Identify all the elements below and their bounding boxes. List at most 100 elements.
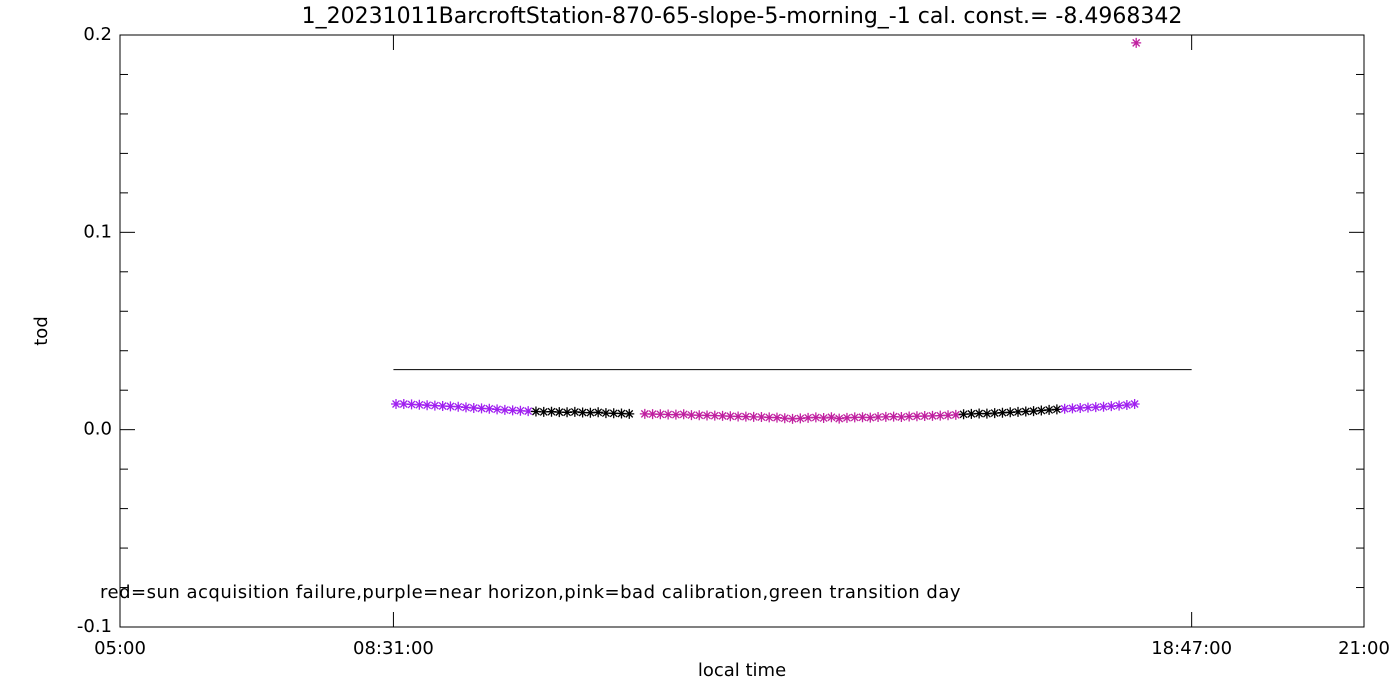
point bbox=[888, 411, 899, 422]
point bbox=[577, 407, 588, 418]
point bbox=[678, 409, 689, 420]
point bbox=[702, 410, 713, 421]
point bbox=[476, 403, 487, 414]
point bbox=[958, 409, 969, 420]
point bbox=[841, 412, 852, 423]
point bbox=[974, 408, 985, 419]
point bbox=[748, 411, 759, 422]
point bbox=[414, 399, 425, 410]
point bbox=[538, 406, 549, 417]
point bbox=[966, 408, 977, 419]
point bbox=[562, 407, 573, 418]
point bbox=[826, 412, 837, 423]
point bbox=[981, 408, 992, 419]
point bbox=[1129, 399, 1140, 410]
point bbox=[779, 413, 790, 424]
point bbox=[492, 404, 503, 415]
point bbox=[818, 413, 829, 424]
y-axis-label: tod bbox=[31, 316, 52, 346]
y-tick-label: 0.0 bbox=[83, 419, 112, 440]
point bbox=[717, 410, 728, 421]
point bbox=[1036, 405, 1047, 416]
point bbox=[787, 413, 798, 424]
point bbox=[810, 412, 821, 423]
point bbox=[725, 411, 736, 422]
point bbox=[795, 413, 806, 424]
point bbox=[554, 407, 565, 418]
point bbox=[608, 408, 619, 419]
point bbox=[1067, 403, 1078, 414]
point bbox=[756, 412, 767, 423]
point bbox=[406, 399, 417, 410]
point bbox=[593, 407, 604, 418]
point bbox=[740, 411, 751, 422]
point bbox=[1044, 404, 1055, 415]
point bbox=[803, 412, 814, 423]
point bbox=[849, 412, 860, 423]
point bbox=[468, 402, 479, 413]
point bbox=[1075, 402, 1086, 413]
point bbox=[437, 400, 448, 411]
point bbox=[1090, 402, 1101, 413]
point bbox=[686, 410, 697, 421]
point bbox=[919, 411, 930, 422]
point bbox=[663, 409, 674, 420]
point bbox=[391, 399, 402, 410]
point bbox=[647, 409, 658, 420]
point bbox=[655, 409, 666, 420]
plot-frame bbox=[119, 34, 1365, 628]
y-tick-label: 0.2 bbox=[83, 24, 112, 45]
point bbox=[733, 411, 744, 422]
x-tick-label: 08:31:00 bbox=[353, 638, 434, 659]
point bbox=[460, 402, 471, 413]
point bbox=[764, 412, 775, 423]
point bbox=[499, 404, 510, 415]
point bbox=[935, 410, 946, 421]
point bbox=[694, 410, 705, 421]
x-tick-label: 21:00 bbox=[1338, 638, 1390, 659]
point bbox=[1106, 401, 1117, 412]
point bbox=[1005, 407, 1016, 418]
point bbox=[569, 406, 580, 417]
point bbox=[927, 410, 938, 421]
point bbox=[484, 403, 495, 414]
point bbox=[857, 412, 868, 423]
point bbox=[834, 413, 845, 424]
point bbox=[422, 400, 433, 411]
point bbox=[904, 411, 915, 422]
point bbox=[950, 409, 961, 420]
point bbox=[865, 412, 876, 423]
point bbox=[530, 406, 541, 417]
x-axis-label: local time bbox=[698, 660, 786, 681]
y-tick-label: 0.1 bbox=[83, 221, 112, 242]
x-tick-label: 18:47:00 bbox=[1151, 638, 1232, 659]
point bbox=[1121, 400, 1132, 410]
point bbox=[453, 401, 464, 412]
point bbox=[1114, 400, 1125, 411]
point bbox=[1131, 37, 1142, 48]
point bbox=[1013, 406, 1024, 417]
point bbox=[616, 408, 627, 419]
point bbox=[771, 412, 782, 423]
point bbox=[398, 399, 409, 410]
point bbox=[515, 405, 526, 416]
point bbox=[911, 411, 922, 422]
point bbox=[1028, 406, 1039, 417]
point bbox=[896, 412, 907, 423]
point bbox=[600, 408, 611, 419]
annotation: red=sun acquisition failure,purple=near … bbox=[100, 582, 961, 603]
point bbox=[709, 410, 720, 421]
point bbox=[873, 412, 884, 423]
point bbox=[989, 408, 1000, 419]
point bbox=[1020, 406, 1031, 417]
point bbox=[523, 406, 534, 417]
point bbox=[639, 408, 650, 419]
point bbox=[1098, 401, 1109, 412]
point bbox=[997, 407, 1008, 418]
point bbox=[1051, 404, 1062, 415]
point bbox=[1059, 403, 1070, 414]
x-tick-label: 05:00 bbox=[94, 638, 146, 659]
chart-title: 1_20231011BarcroftStation-870-65-slope-5… bbox=[302, 4, 1183, 29]
